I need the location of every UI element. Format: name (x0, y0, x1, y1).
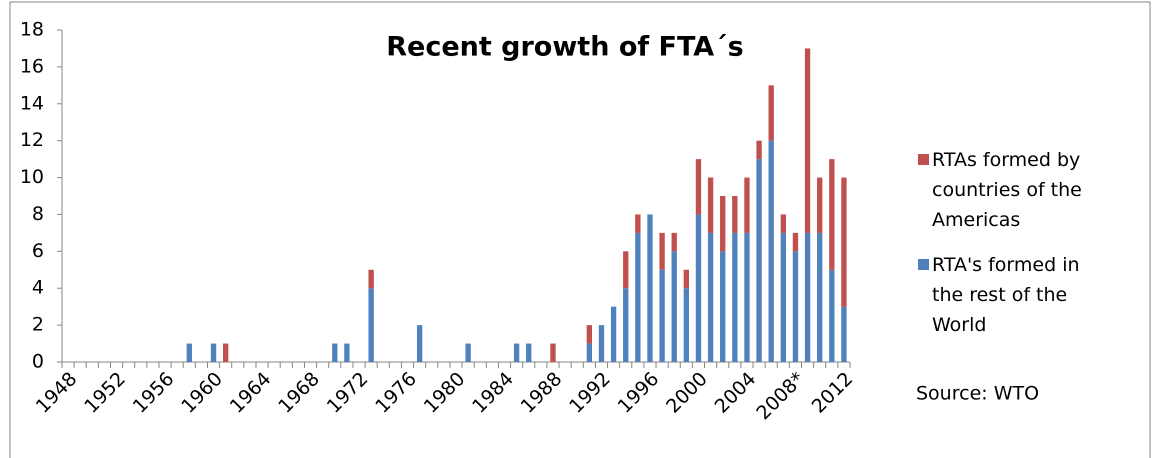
bar-segment (792, 251, 799, 362)
bar-segment (841, 306, 847, 362)
y-tick-label: 4 (32, 277, 44, 299)
bar-segment (780, 214, 786, 233)
bar-segment (368, 288, 374, 362)
y-tick-label: 14 (20, 92, 44, 114)
bar-segment (671, 251, 677, 362)
bar-segment (695, 214, 702, 362)
x-tick-label: 1984 (468, 368, 518, 418)
bar-segment (344, 343, 350, 362)
bar-segment (635, 232, 641, 362)
bar-segment (817, 232, 823, 362)
annotation: Source: WTO (916, 383, 1039, 405)
y-tick-label: 8 (32, 203, 44, 225)
x-tick-label: 1956 (129, 368, 179, 418)
y-tick-label: 0 (32, 351, 44, 373)
bar-segment (586, 325, 593, 344)
bar-segment (707, 177, 714, 233)
x-tick-label: 1988 (517, 368, 567, 418)
bar-segment (744, 232, 750, 362)
bar-segment (186, 343, 192, 362)
y-tick-label: 18 (20, 19, 44, 41)
bar-segment (210, 343, 217, 362)
bar-segment (635, 214, 641, 233)
x-tick-label: 1992 (565, 368, 615, 418)
bar-segment (804, 48, 811, 233)
x-tick-label: 2000 (662, 368, 712, 418)
bar-segment (647, 214, 653, 362)
bar-segment (829, 269, 835, 362)
bar-segment (683, 288, 690, 362)
bar-segment (332, 343, 338, 362)
bar-segment (598, 325, 605, 362)
x-tick-label: 1948 (32, 368, 82, 418)
bar-segment (768, 85, 774, 141)
x-tick-label: 2008* (752, 368, 808, 424)
bar-segment (707, 232, 714, 362)
bar-segment (780, 232, 786, 362)
bar-segment (683, 269, 690, 289)
bar-segment (817, 177, 823, 233)
bar-segment (768, 140, 774, 362)
y-tick-label: 10 (20, 166, 44, 188)
bar-segment (756, 159, 762, 362)
x-tick-label: 1980 (420, 368, 470, 418)
bar-segment (695, 159, 702, 215)
bar-segment (659, 269, 665, 362)
bar-segment (720, 196, 726, 252)
bar-segment (792, 232, 799, 252)
legend-entry: RTAs formed by countries of the Americas (918, 145, 1112, 235)
bar-segment (586, 343, 593, 362)
bar-segment (732, 232, 738, 362)
bar-segment (623, 288, 629, 362)
bar-segment (720, 251, 726, 362)
y-tick-label: 2 (32, 314, 44, 336)
y-tick-label: 6 (32, 240, 44, 262)
chart-title: Recent growth of FTA´s (386, 32, 744, 63)
bar-segment (416, 325, 423, 362)
bar-segment (623, 251, 629, 289)
bar-segment (550, 343, 556, 362)
bar-segment (671, 232, 677, 252)
y-tick-label: 16 (20, 55, 44, 77)
bar-segment (368, 269, 374, 289)
x-tick-label: 1972 (323, 368, 373, 418)
bar-segment (526, 343, 532, 362)
legend-label: RTAs formed by countries of the Americas (932, 149, 1082, 231)
x-tick-label: 1968 (274, 368, 324, 418)
x-tick-label: 1960 (177, 368, 227, 418)
bar-segment (659, 232, 665, 270)
bar-segment (841, 177, 847, 307)
bar-segment (829, 159, 835, 270)
x-tick-label: 1964 (226, 368, 276, 418)
bar-segment (222, 343, 229, 362)
x-tick-label: 1976 (371, 368, 421, 418)
bar-segment (732, 196, 738, 233)
x-tick-label: 1996 (614, 368, 664, 418)
bar-segment (804, 232, 811, 362)
bar-segment (610, 306, 617, 362)
bar-segment (744, 177, 750, 233)
x-tick-label: 1952 (80, 368, 130, 418)
bar-segment (513, 343, 520, 362)
legend-entry: RTA's formed in the rest of the World (918, 250, 1112, 340)
frame (9, 1, 1151, 458)
y-tick-label: 12 (20, 129, 44, 151)
x-tick-label: 2012 (808, 368, 858, 418)
bar-segment (465, 343, 471, 362)
legend-label: RTA's formed in the rest of the World (932, 254, 1080, 336)
legend-swatch (918, 154, 929, 165)
legend-swatch (918, 259, 929, 270)
bar-segment (756, 140, 762, 160)
